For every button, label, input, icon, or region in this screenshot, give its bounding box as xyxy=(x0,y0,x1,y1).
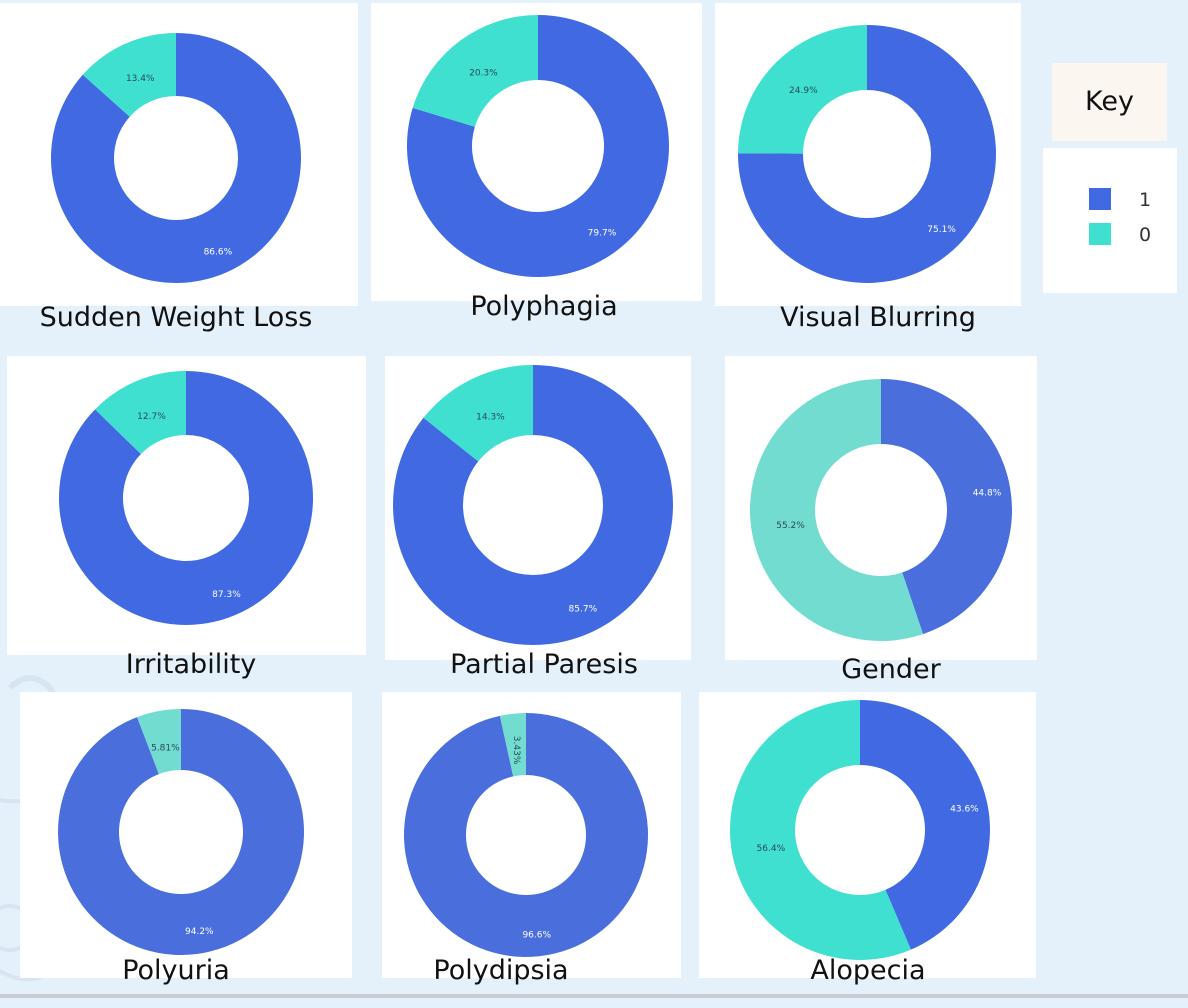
legend: 1 0 xyxy=(1043,148,1177,293)
polyphagia-slice-0 xyxy=(412,15,538,127)
polyphagia-slice-1 xyxy=(407,15,669,278)
partial-paresis-slice-1 xyxy=(393,365,673,645)
bottom-border xyxy=(0,994,1188,998)
visual-blurring-caption: Visual Blurring xyxy=(780,302,976,333)
gender-chart-panel: 44.8% 55.2% xyxy=(725,356,1037,660)
irritability-slice-1 xyxy=(58,371,313,625)
legend-label-0: 0 xyxy=(1139,224,1152,246)
alopecia-slice-1 xyxy=(860,700,990,950)
polyphagia-label-0: 20.3% xyxy=(469,68,498,78)
partial-paresis-slice-0 xyxy=(423,365,533,462)
polydipsia-slice-1 xyxy=(404,713,648,957)
polyuria-slice-1 xyxy=(57,709,304,955)
legend-swatch-0 xyxy=(1089,223,1111,245)
polydipsia-label-0: 3.43% xyxy=(511,736,521,765)
sudden-weight-loss-label-1: 86.6% xyxy=(204,248,233,258)
sudden-weight-loss-chart-panel: 86.6% 13.4% xyxy=(0,3,358,306)
polydipsia-caption: Polydipsia xyxy=(433,955,569,986)
gender-caption: Gender xyxy=(841,654,941,685)
polyphagia-chart-panel: 79.7% 20.3% xyxy=(371,3,702,301)
gender-slice-0 xyxy=(750,379,924,641)
visual-blurring-label-0: 24.9% xyxy=(789,86,818,96)
polyuria-slice-0 xyxy=(137,709,181,775)
gender-donut-chart: 44.8% 55.2% xyxy=(750,379,1012,641)
irritability-label-0: 12.7% xyxy=(137,412,166,422)
irritability-donut-chart: 87.3% 12.7% xyxy=(58,371,313,625)
polydipsia-donut-chart: 96.6% 3.43% xyxy=(404,713,648,957)
polyuria-caption: Polyuria xyxy=(122,955,230,986)
visual-blurring-label-1: 75.1% xyxy=(927,225,956,235)
polyuria-chart-panel: 94.2% 5.81% xyxy=(20,692,352,978)
sudden-weight-loss-donut-chart: 86.6% 13.4% xyxy=(51,33,302,283)
partial-paresis-label-0: 14.3% xyxy=(476,413,505,423)
sudden-weight-loss-slice-1 xyxy=(51,33,302,283)
irritability-slice-0 xyxy=(95,371,186,455)
alopecia-donut-chart: 43.6% 56.4% xyxy=(729,700,990,960)
visual-blurring-slice-1 xyxy=(738,25,996,284)
sudden-weight-loss-label-0: 13.4% xyxy=(126,74,155,84)
polyuria-label-0: 5.81% xyxy=(151,743,180,753)
alopecia-label-1: 43.6% xyxy=(950,805,979,815)
gender-label-0: 55.2% xyxy=(776,521,805,531)
polyphagia-label-1: 79.7% xyxy=(588,228,617,238)
irritability-caption: Irritability xyxy=(125,649,257,680)
gender-label-1: 44.8% xyxy=(973,489,1002,499)
gender-slice-1 xyxy=(881,379,1012,635)
alopecia-slice-0 xyxy=(729,700,911,960)
polyuria-donut-chart: 94.2% 5.81% xyxy=(57,709,304,955)
polydipsia-slice-0 xyxy=(499,713,526,777)
alopecia-chart-panel: 43.6% 56.4% xyxy=(699,692,1036,978)
alopecia-label-0: 56.4% xyxy=(757,844,786,854)
partial-paresis-label-1: 85.7% xyxy=(569,604,598,614)
irritability-label-1: 87.3% xyxy=(212,590,241,600)
sudden-weight-loss-caption: Sudden Weight Loss xyxy=(39,302,313,333)
polydipsia-chart-panel: 96.6% 3.43% xyxy=(382,692,681,978)
visual-blurring-donut-chart: 75.1% 24.9% xyxy=(738,25,996,284)
polyphagia-caption: Polyphagia xyxy=(470,291,618,322)
polydipsia-label-1: 96.6% xyxy=(522,930,551,940)
partial-paresis-caption: Partial Paresis xyxy=(450,649,638,680)
partial-paresis-chart-panel: 85.7% 14.3% xyxy=(385,356,691,660)
legend-swatch-1 xyxy=(1089,188,1111,210)
alopecia-caption: Alopecia xyxy=(810,955,926,986)
legend-title: Key xyxy=(1052,63,1167,141)
sudden-weight-loss-slice-0 xyxy=(82,33,176,117)
irritability-chart-panel: 87.3% 12.7% xyxy=(7,356,366,655)
visual-blurring-slice-0 xyxy=(738,25,867,154)
polyphagia-donut-chart: 79.7% 20.3% xyxy=(407,15,669,278)
polyuria-label-1: 94.2% xyxy=(185,927,214,937)
partial-paresis-donut-chart: 85.7% 14.3% xyxy=(393,365,673,645)
legend-label-1: 1 xyxy=(1139,189,1152,211)
visual-blurring-chart-panel: 75.1% 24.9% xyxy=(715,3,1021,306)
